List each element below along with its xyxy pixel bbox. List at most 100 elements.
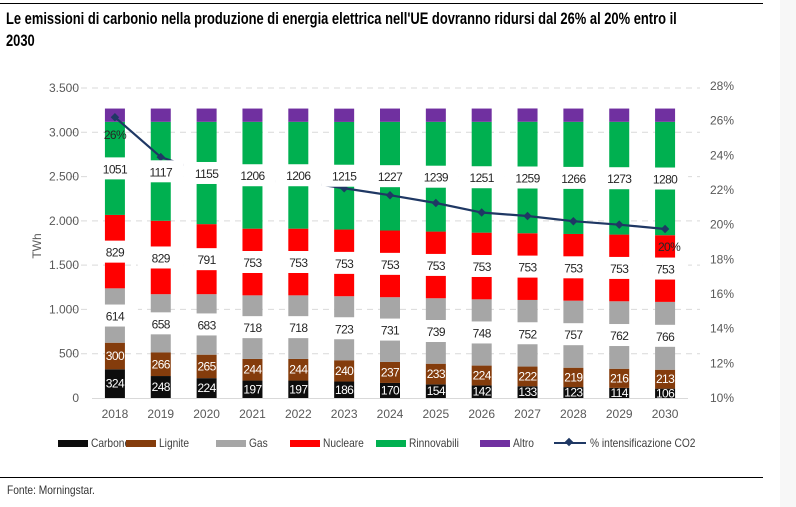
x-tick-label: 2022 bbox=[285, 407, 312, 421]
y-tick-label: 1.500 bbox=[49, 258, 79, 272]
line-annotation: 20% bbox=[658, 240, 681, 254]
bar-segment-altro bbox=[425, 108, 446, 122]
legend-label: Altro bbox=[513, 436, 534, 450]
x-tick-label: 2026 bbox=[468, 407, 495, 421]
legend-label: Carbone bbox=[91, 436, 131, 450]
data-label-bg bbox=[412, 165, 459, 188]
data-label-bg bbox=[183, 313, 230, 336]
data-label-rinnovabili: 1239 bbox=[424, 171, 449, 185]
y2-tick-label: 12% bbox=[710, 356, 734, 370]
legend-item: Altro bbox=[480, 436, 538, 450]
bar-segment-altro bbox=[196, 108, 217, 122]
co2-line-marker bbox=[431, 198, 441, 208]
data-label-rinnovabili: 1273 bbox=[607, 172, 632, 186]
x-tick-label: 2029 bbox=[606, 407, 633, 421]
y2-tick-label: 10% bbox=[710, 391, 734, 405]
bar-segment-lignite bbox=[288, 358, 309, 381]
bottom-rule bbox=[0, 477, 763, 478]
data-label-nucleare: 753 bbox=[473, 260, 492, 274]
bar-segment-altro bbox=[517, 108, 538, 122]
data-label-lignite: 224 bbox=[473, 369, 492, 383]
data-label-lignite: 266 bbox=[152, 357, 171, 371]
bar-segment-altro bbox=[471, 108, 492, 122]
title-line-2: 2030 bbox=[6, 31, 35, 50]
data-label-nucleare: 791 bbox=[197, 253, 216, 267]
bar-segment-carbone bbox=[655, 388, 676, 398]
y2-tick-label: 18% bbox=[710, 252, 734, 266]
data-label-gas: 718 bbox=[243, 321, 262, 335]
data-label-bg bbox=[412, 253, 459, 276]
data-label-carbone: 170 bbox=[381, 383, 400, 397]
co2-line-marker bbox=[110, 112, 120, 122]
x-tick-label: 2019 bbox=[147, 407, 174, 421]
bar-segment-altro bbox=[242, 108, 263, 122]
data-label-rinnovabili: 1206 bbox=[240, 169, 265, 183]
data-label-carbone: 197 bbox=[289, 382, 308, 396]
bar-segment-lignite bbox=[655, 369, 676, 389]
data-label-bg bbox=[367, 318, 413, 341]
data-label-bg bbox=[596, 256, 643, 279]
data-label-rinnovabili: 1259 bbox=[515, 172, 540, 186]
legend-item: Rinnovabili bbox=[376, 436, 468, 450]
data-label-nucleare: 753 bbox=[610, 262, 629, 276]
data-label-rinnovabili: 1051 bbox=[103, 162, 128, 176]
data-label-carbone: 324 bbox=[106, 377, 125, 391]
bar-segment-altro bbox=[655, 108, 676, 122]
side-strip bbox=[780, 0, 796, 507]
y2-tick-label: 22% bbox=[710, 183, 734, 197]
data-label-bg bbox=[642, 257, 689, 280]
data-labels: 324 300 248 266 224 265 197 244 197 244 186 240 170 2… bbox=[91, 157, 689, 400]
bar-segment-lignite bbox=[380, 361, 400, 383]
y-tick-label: 1.000 bbox=[49, 302, 79, 316]
data-label-bg bbox=[229, 250, 276, 273]
bar-segment-carbone bbox=[563, 387, 584, 398]
legend-swatch bbox=[216, 439, 246, 447]
title-line-1: Le emissioni di carbonio nella produzion… bbox=[6, 9, 677, 28]
data-label-gas: 757 bbox=[564, 328, 583, 342]
data-label-lignite: 213 bbox=[656, 372, 675, 386]
data-label-lignite: 222 bbox=[518, 369, 537, 383]
data-label-gas: 658 bbox=[152, 317, 171, 331]
data-label-lignite: 300 bbox=[106, 349, 125, 363]
data-label-bg bbox=[137, 160, 184, 183]
x-tick-label: 2028 bbox=[560, 407, 587, 421]
data-label-lignite: 219 bbox=[564, 370, 583, 384]
bar-segment-lignite bbox=[104, 342, 125, 370]
bar-segment-altro bbox=[150, 108, 171, 122]
bar-segment-altro bbox=[380, 108, 400, 122]
x-tick-label: 2018 bbox=[102, 407, 129, 421]
data-label-nucleare: 753 bbox=[518, 261, 537, 275]
y-tick-label: 2.000 bbox=[49, 214, 79, 228]
data-label-bg bbox=[458, 321, 505, 344]
data-label-carbone: 224 bbox=[197, 381, 216, 395]
annotations: 26% 20% bbox=[104, 128, 682, 254]
data-label-rinnovabili: 1227 bbox=[378, 170, 403, 184]
legend-label: % intensificazione CO2 bbox=[590, 436, 696, 450]
data-label-nucleare: 753 bbox=[381, 258, 400, 272]
data-label-nucleare: 753 bbox=[427, 259, 446, 273]
bar-segment-lignite bbox=[517, 366, 538, 387]
data-label-rinnovabili: 1266 bbox=[561, 172, 586, 186]
data-label-carbone: 133 bbox=[518, 385, 537, 399]
bar-segment-lignite bbox=[425, 363, 446, 385]
bar-segment-altro bbox=[563, 108, 584, 122]
data-label-bg bbox=[275, 316, 322, 339]
legend-item: Nucleare bbox=[290, 436, 371, 450]
data-label-bg bbox=[550, 256, 597, 279]
y2-tick-label: 14% bbox=[710, 322, 734, 336]
data-label-bg bbox=[642, 167, 689, 190]
data-label-rinnovabili: 1280 bbox=[653, 173, 678, 187]
data-label-bg bbox=[412, 319, 459, 342]
bar-segment-lignite bbox=[196, 354, 217, 379]
data-label-nucleare: 753 bbox=[289, 256, 308, 270]
data-label-gas: 762 bbox=[610, 329, 629, 343]
data-label-bg bbox=[91, 304, 138, 327]
bars bbox=[104, 108, 676, 398]
data-label-gas: 614 bbox=[106, 310, 125, 324]
data-label-bg bbox=[137, 312, 184, 335]
data-label-bg bbox=[458, 254, 505, 277]
data-label-bg bbox=[275, 164, 322, 187]
data-label-carbone: 106 bbox=[656, 386, 675, 400]
legend-item: Lignite bbox=[126, 436, 194, 450]
